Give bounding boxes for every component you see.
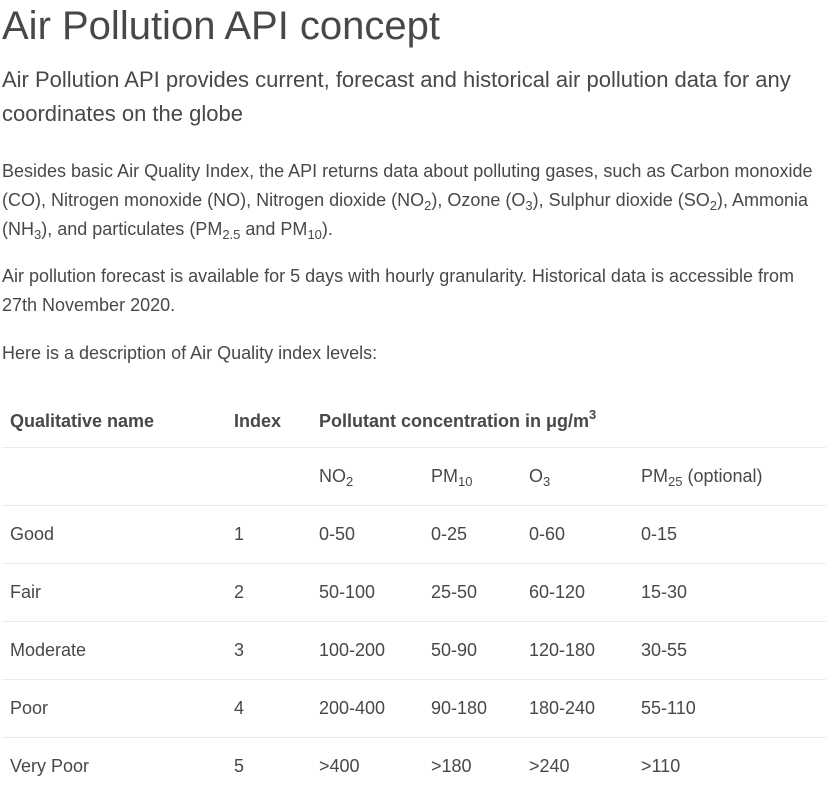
qualitative-name-cell: Fair [2, 564, 226, 622]
pollutant-base: O [529, 466, 543, 486]
pm25-cell: >110 [633, 738, 826, 795]
pollutant-base: PM [641, 466, 668, 486]
pm10-cell: 0-25 [423, 506, 521, 564]
pm10-cell: 50-90 [423, 622, 521, 680]
pm10-cell: 25-50 [423, 564, 521, 622]
no2-cell: 200-400 [311, 680, 423, 738]
table-header-row: Qualitative name Index Pollutant concent… [2, 395, 826, 448]
pollutant-sub: 10 [458, 474, 472, 489]
pollutant-pm10-header: PM10 [423, 448, 521, 506]
pollutant-sub: 3 [543, 474, 550, 489]
pm25-cell: 0-15 [633, 506, 826, 564]
intro-text-3: ), Sulphur dioxide (SO [533, 190, 710, 210]
header-concentration-label: Pollutant concentration in μg/m [319, 411, 589, 431]
empty-cell [2, 448, 226, 506]
no2-cell: 50-100 [311, 564, 423, 622]
table-row: Very Poor 5 >400 >180 >240 >110 [2, 738, 826, 795]
pollutant-base: PM [431, 466, 458, 486]
index-cell: 5 [226, 738, 311, 795]
forecast-paragraph: Air pollution forecast is available for … [2, 262, 828, 320]
pollutant-sub: 25 [668, 474, 682, 489]
pollutant-o3-header: O3 [521, 448, 633, 506]
table-row: Fair 2 50-100 25-50 60-120 15-30 [2, 564, 826, 622]
intro-text-7: ). [322, 219, 333, 239]
qualitative-name-cell: Good [2, 506, 226, 564]
no2-cell: 100-200 [311, 622, 423, 680]
o3-cell: 180-240 [521, 680, 633, 738]
index-cell: 2 [226, 564, 311, 622]
index-cell: 4 [226, 680, 311, 738]
intro-text-5: ), and particulates (PM [41, 219, 222, 239]
pollutant-pm25-header: PM25 (optional) [633, 448, 826, 506]
o3-cell: 0-60 [521, 506, 633, 564]
pollutant-header-row: NO2 PM10 O3 PM25 (optional) [2, 448, 826, 506]
o3-cell: >240 [521, 738, 633, 795]
no2-cell: 0-50 [311, 506, 423, 564]
page-subtitle: Air Pollution API provides current, fore… [2, 63, 828, 131]
table-row: Good 1 0-50 0-25 0-60 0-15 [2, 506, 826, 564]
intro-paragraph: Besides basic Air Quality Index, the API… [2, 157, 828, 244]
index-cell: 3 [226, 622, 311, 680]
index-cell: 1 [226, 506, 311, 564]
o3-cell: 60-120 [521, 564, 633, 622]
pm25-cell: 30-55 [633, 622, 826, 680]
levels-intro-paragraph: Here is a description of Air Quality ind… [2, 339, 828, 368]
pm10-cell: 90-180 [423, 680, 521, 738]
page-title: Air Pollution API concept [2, 0, 832, 48]
intro-sub-5: 2.5 [222, 227, 240, 242]
pollutant-suffix: (optional) [682, 466, 762, 486]
intro-sub-6: 10 [307, 227, 321, 242]
aqi-levels-table: Qualitative name Index Pollutant concent… [2, 395, 826, 795]
table-row: Poor 4 200-400 90-180 180-240 55-110 [2, 680, 826, 738]
no2-cell: >400 [311, 738, 423, 795]
empty-cell [226, 448, 311, 506]
qualitative-name-cell: Moderate [2, 622, 226, 680]
o3-cell: 120-180 [521, 622, 633, 680]
header-index: Index [226, 395, 311, 448]
intro-sub-2: 3 [525, 198, 532, 213]
pm10-cell: >180 [423, 738, 521, 795]
pollutant-no2-header: NO2 [311, 448, 423, 506]
pm25-cell: 55-110 [633, 680, 826, 738]
pollutant-base: NO [319, 466, 346, 486]
table-row: Moderate 3 100-200 50-90 120-180 30-55 [2, 622, 826, 680]
intro-text-6: and PM [240, 219, 307, 239]
intro-sub-3: 2 [710, 198, 717, 213]
intro-text-2: ), Ozone (O [431, 190, 525, 210]
pm25-cell: 15-30 [633, 564, 826, 622]
header-qualitative-name: Qualitative name [2, 395, 226, 448]
qualitative-name-cell: Poor [2, 680, 226, 738]
header-concentration: Pollutant concentration in μg/m3 [311, 395, 826, 448]
header-concentration-sup: 3 [589, 407, 596, 422]
pollutant-sub: 2 [346, 474, 353, 489]
qualitative-name-cell: Very Poor [2, 738, 226, 795]
